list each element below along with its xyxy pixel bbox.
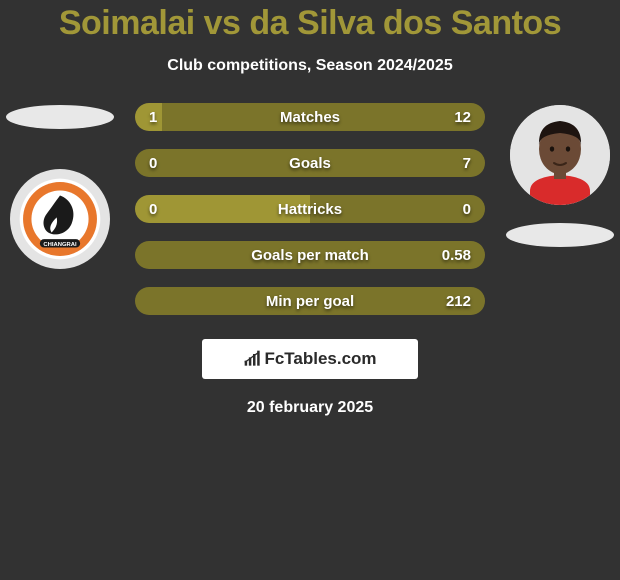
stat-row: 0 Hattricks 0: [135, 195, 485, 223]
bar-chart-icon: [243, 350, 263, 368]
player-face-icon: [510, 105, 610, 205]
stat-label: Min per goal: [266, 293, 354, 310]
stat-label: Hattricks: [278, 201, 342, 218]
stat-row: Goals per match 0.58: [135, 241, 485, 269]
stat-label: Matches: [280, 109, 340, 126]
ellipse-placeholder-left: [6, 105, 114, 129]
club-logo-icon: CHIANGRAI: [18, 177, 102, 261]
stat-right-value: 0.58: [442, 247, 471, 264]
ellipse-placeholder-right: [506, 223, 614, 247]
left-team-logo: CHIANGRAI: [10, 169, 110, 269]
stat-right-value: 0: [463, 201, 471, 218]
stat-row: 0 Goals 7: [135, 149, 485, 177]
footer-date: 20 february 2025: [0, 399, 620, 417]
right-player-column: [500, 103, 620, 247]
stat-row: Min per goal 212: [135, 287, 485, 315]
stat-right-value: 212: [446, 293, 471, 310]
stats-bars: 1 Matches 12 0 Goals 7 0 Hattricks 0 Goals per ma…: [135, 103, 485, 315]
brand-text: FcTables.com: [264, 349, 376, 369]
stat-label: Goals per match: [251, 247, 369, 264]
stat-right-value: 12: [454, 109, 471, 126]
right-player-portrait: [510, 105, 610, 205]
stat-left-value: 0: [149, 201, 157, 218]
stat-right-value: 7: [463, 155, 471, 172]
main-area: CHIANGRAI 1Mat: [0, 103, 620, 315]
stat-left-value: 1: [149, 109, 157, 126]
svg-text:CHIANGRAI: CHIANGRAI: [43, 242, 77, 248]
stat-row: 1 Matches 12: [135, 103, 485, 131]
brand-badge: FcTables.com: [202, 339, 418, 379]
stat-label: Goals: [289, 155, 331, 172]
stat-left-value: 0: [149, 155, 157, 172]
left-player-column: CHIANGRAI: [0, 103, 120, 269]
subtitle: Club competitions, Season 2024/2025: [0, 57, 620, 75]
page-title: Soimalai vs da Silva dos Santos: [0, 4, 620, 43]
comparison-card: Soimalai vs da Silva dos Santos Club com…: [0, 0, 620, 417]
